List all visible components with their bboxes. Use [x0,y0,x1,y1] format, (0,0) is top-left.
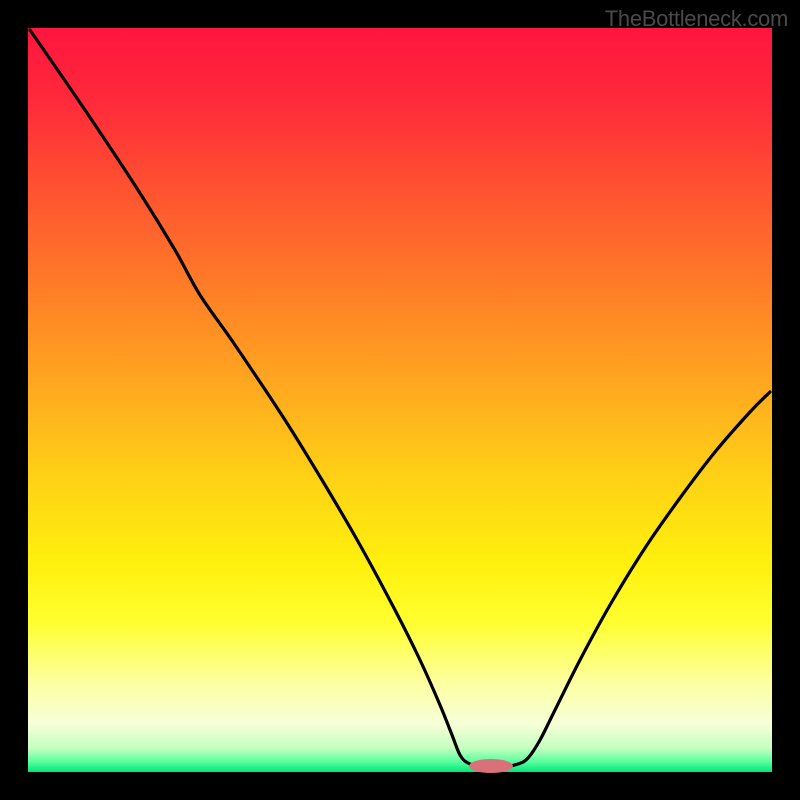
bottleneck-chart: TheBottleneck.com [0,0,800,800]
optimal-marker [469,759,513,773]
chart-svg [0,0,800,800]
attribution-text: TheBottleneck.com [605,6,788,32]
plot-background [28,28,772,772]
